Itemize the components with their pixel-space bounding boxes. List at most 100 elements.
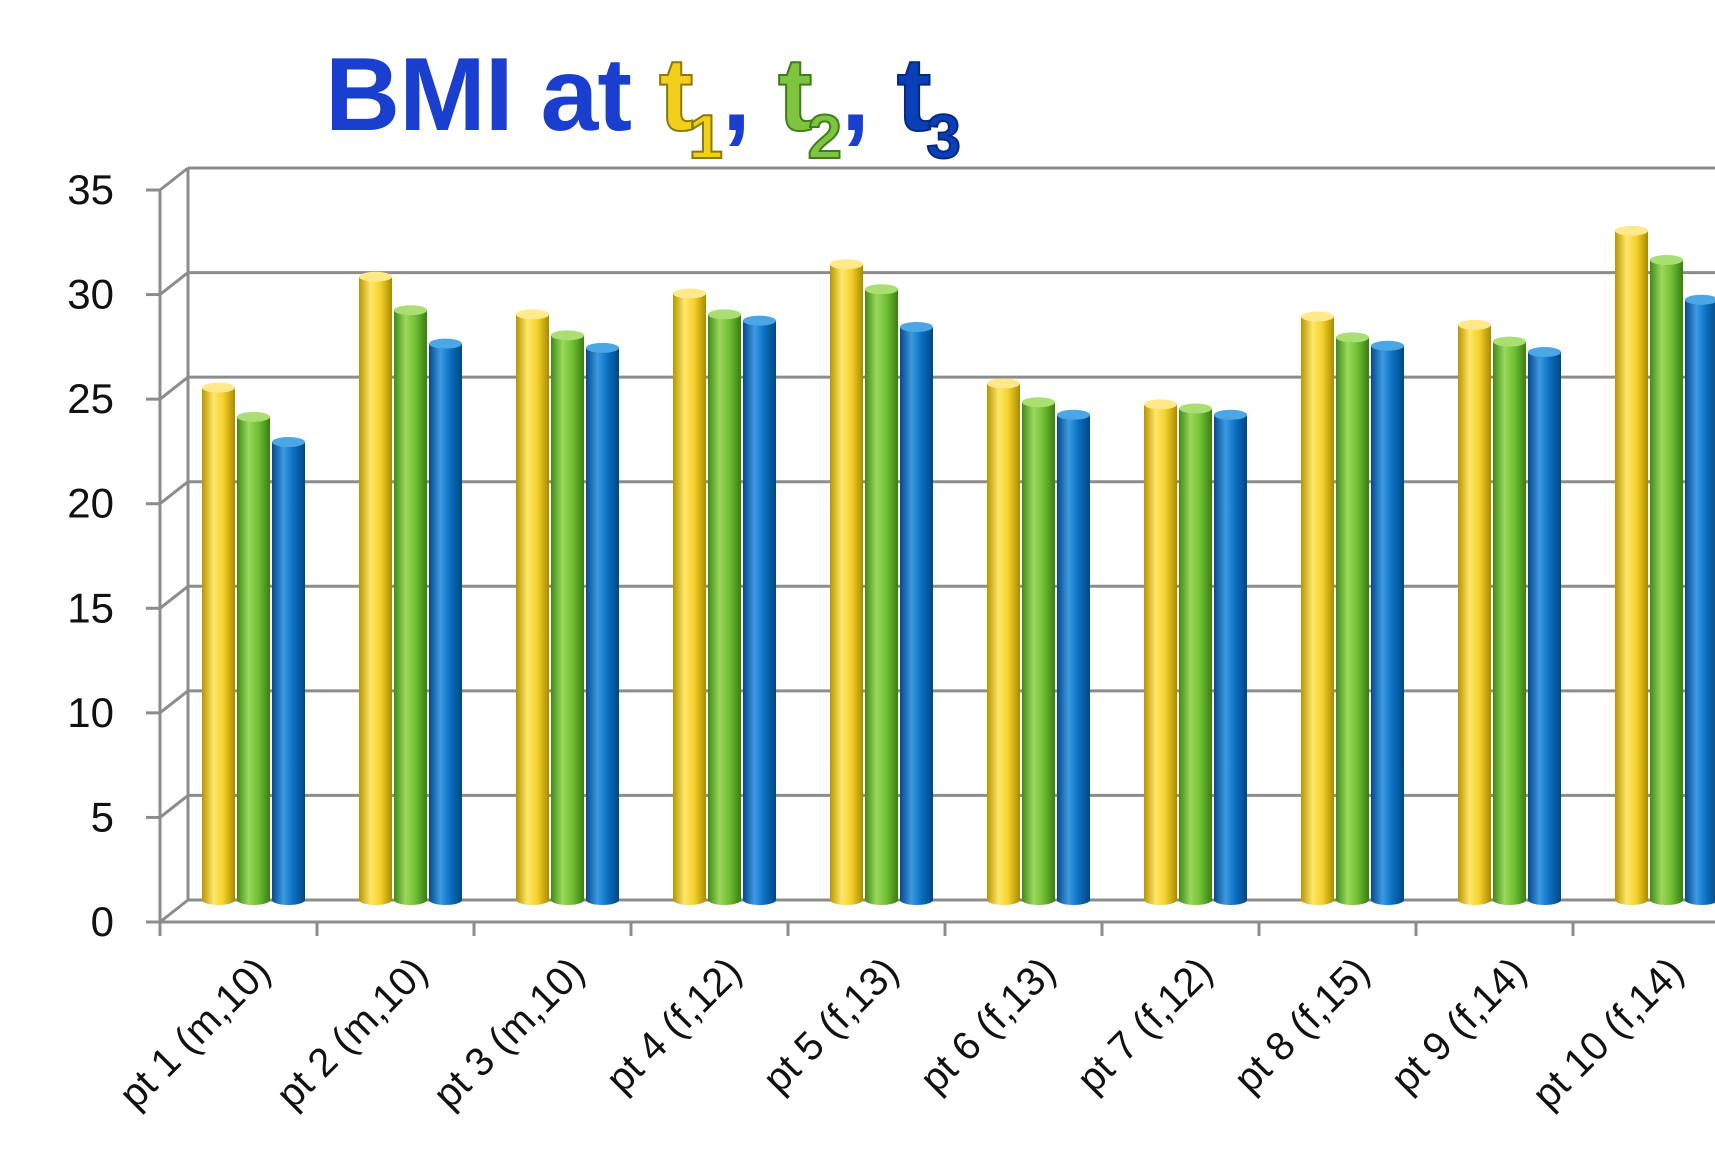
bar-body (830, 264, 863, 901)
bar (202, 382, 235, 905)
bar-base (830, 895, 863, 905)
title-separator-1: , (722, 37, 778, 153)
title-t2: t (777, 37, 814, 153)
bar-body (1301, 316, 1334, 900)
bar-base (865, 895, 898, 905)
bar-body (394, 310, 427, 900)
x-tick-label: pt 4 (f,12) (598, 949, 750, 1101)
bar (987, 378, 1020, 905)
bar-cap (1214, 409, 1247, 420)
bar-body (1685, 299, 1715, 900)
bar-cap (1057, 409, 1090, 420)
bar-cap (830, 259, 863, 270)
bar-base (708, 895, 741, 905)
bar-body (551, 335, 584, 900)
bar-cap (987, 378, 1020, 389)
bar (1144, 399, 1177, 905)
chart-title: BMI at t1, t2, t3 (325, 37, 962, 173)
bar (586, 342, 619, 905)
bar-cap (1301, 311, 1334, 322)
bar-body (743, 320, 776, 900)
bar-cap (865, 284, 898, 295)
bar-base (551, 895, 584, 905)
bar (865, 284, 898, 905)
bar-cap (272, 436, 305, 447)
bar-base (237, 895, 270, 905)
bar-cap (551, 330, 584, 341)
bar-body (1528, 352, 1561, 900)
bar-base (1022, 895, 1055, 905)
bar-body (1057, 414, 1090, 900)
bar (1022, 397, 1055, 905)
bar-body (1458, 324, 1491, 900)
y-tick-label: 35 (67, 166, 114, 213)
bar-cap (1179, 403, 1212, 414)
x-tick-label: pt 9 (f,14) (1383, 949, 1535, 1101)
title-t3: t (896, 37, 933, 153)
bar-body (586, 347, 619, 900)
gridline-depth (159, 898, 189, 924)
bar-body (1022, 402, 1055, 900)
title-prefix: BMI at (325, 37, 659, 153)
bar-body (202, 387, 235, 901)
bar (743, 315, 776, 905)
gridline-depth (159, 375, 189, 401)
x-tick-label: pt 2 (m,10) (268, 949, 436, 1117)
bar (673, 288, 706, 905)
x-tick-label: pt 3 (m,10) (425, 949, 593, 1117)
y-tick-label: 25 (67, 375, 114, 422)
bar-cap (429, 338, 462, 349)
bar-base (359, 895, 392, 905)
bar-cap (673, 288, 706, 299)
bar (1179, 403, 1212, 905)
bar-body (708, 314, 741, 900)
bar-body (429, 343, 462, 900)
bar-body (516, 314, 549, 900)
gridline-depth (159, 794, 189, 819)
bar-cap (586, 342, 619, 353)
bar-cap (1336, 332, 1369, 343)
bar (394, 305, 427, 905)
bar-body (1179, 408, 1212, 900)
bar-cap (743, 315, 776, 326)
bar (900, 321, 933, 905)
bar-body (1371, 345, 1404, 900)
bar-cap (202, 382, 235, 393)
bar-cap (394, 305, 427, 316)
bar-base (1685, 895, 1715, 905)
bar-base (900, 895, 933, 905)
bar (359, 271, 392, 905)
bar-cap (516, 309, 549, 320)
bar (1057, 409, 1090, 905)
gridline-depth (159, 271, 189, 296)
bar (1336, 332, 1369, 905)
bar-base (1336, 895, 1369, 905)
bar (1214, 409, 1247, 905)
bar-cap (708, 309, 741, 320)
x-tick-label: pt 6 (f,13) (912, 949, 1064, 1101)
bar-base (586, 895, 619, 905)
bar-base (1371, 895, 1404, 905)
bar-body (1650, 260, 1683, 901)
y-tick-label: 5 (91, 793, 114, 840)
x-tick-label: pt 5 (f,13) (755, 949, 907, 1101)
bar-body (359, 276, 392, 900)
bar (1615, 225, 1648, 905)
bar-base (1458, 895, 1491, 905)
bar-base (673, 895, 706, 905)
bar-base (1144, 895, 1177, 905)
gridline-depth (159, 585, 189, 610)
bar-base (394, 895, 427, 905)
bar (516, 309, 549, 905)
bar-body (865, 289, 898, 900)
bar-body (1493, 341, 1526, 900)
x-tick-label: pt 8 (f,15) (1226, 949, 1378, 1101)
bar (830, 259, 863, 905)
bar-body (673, 293, 706, 900)
bar-base (516, 895, 549, 905)
bar-base (743, 895, 776, 905)
y-tick-label: 20 (67, 480, 114, 527)
bar-base (1528, 895, 1561, 905)
bar-cap (1650, 255, 1683, 266)
